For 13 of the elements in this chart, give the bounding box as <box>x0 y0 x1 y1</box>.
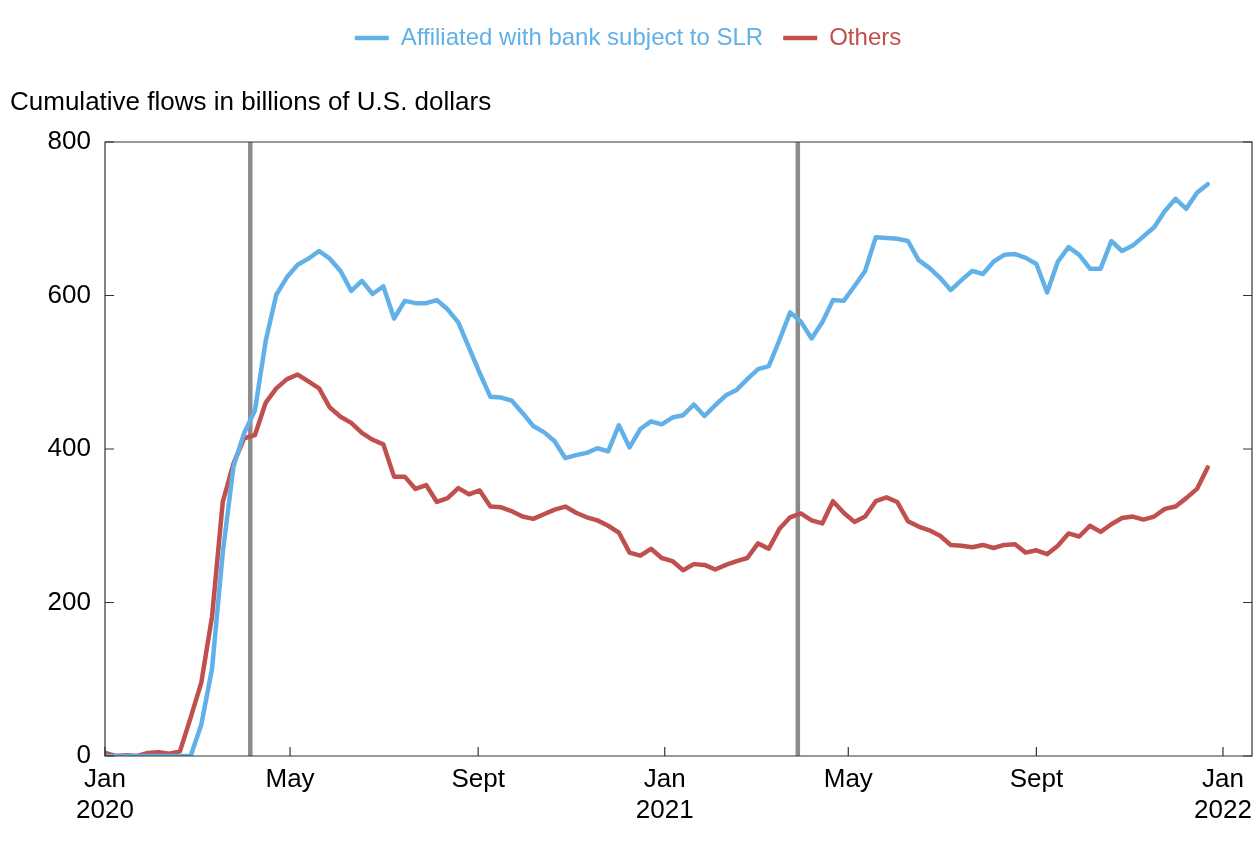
x-tick-label: May <box>823 762 873 793</box>
y-axis-title: Cumulative flows in billions of U.S. dollars <box>10 86 492 117</box>
x-tick-label: Sept <box>1009 762 1064 793</box>
x-tick-label: May <box>265 762 315 793</box>
y-tick-label: 800 <box>47 125 91 156</box>
x-tick-label: Jan 2022 <box>1194 762 1252 824</box>
y-tick-label: 400 <box>47 432 91 463</box>
y-tick-label: 200 <box>47 585 91 616</box>
legend-label: Others <box>829 22 902 50</box>
y-tick-label: 600 <box>47 278 91 309</box>
x-tick-label: Sept <box>451 762 506 793</box>
legend-label: Affiliated with bank subject to SLR <box>400 22 764 50</box>
x-tick-label: Jan 2021 <box>635 762 694 824</box>
